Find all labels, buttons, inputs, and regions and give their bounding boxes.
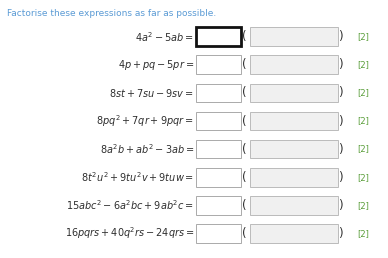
- Text: (: (: [242, 199, 247, 212]
- Text: ): ): [338, 227, 342, 240]
- Bar: [196, 27, 241, 46]
- Text: Factorise these expressions as far as possible.: Factorise these expressions as far as po…: [7, 9, 216, 18]
- Bar: [196, 55, 241, 74]
- Text: (: (: [242, 171, 247, 184]
- Text: ): ): [338, 115, 342, 127]
- Text: [2]: [2]: [357, 201, 369, 210]
- Text: [2]: [2]: [357, 117, 369, 125]
- Text: $4p + pq - 5pr =$: $4p + pq - 5pr =$: [118, 58, 194, 72]
- Text: (: (: [242, 143, 247, 156]
- Text: $8t^2u^2 + 9tu^2v + 9tuw =$: $8t^2u^2 + 9tu^2v + 9tuw =$: [81, 170, 194, 184]
- Text: (: (: [242, 115, 247, 127]
- Text: [2]: [2]: [357, 32, 369, 41]
- Text: [2]: [2]: [357, 88, 369, 97]
- Text: ): ): [338, 86, 342, 99]
- Bar: [196, 168, 241, 187]
- Bar: [196, 84, 241, 102]
- Bar: [250, 55, 338, 74]
- Bar: [250, 196, 338, 215]
- Text: [2]: [2]: [357, 229, 369, 238]
- Text: (: (: [242, 58, 247, 71]
- Text: ): ): [338, 199, 342, 212]
- Bar: [250, 84, 338, 102]
- Text: $8pq^2 + 7qr + 9pqr =$: $8pq^2 + 7qr + 9pqr =$: [96, 113, 194, 129]
- Bar: [250, 27, 338, 46]
- Bar: [250, 168, 338, 187]
- Text: $16pqrs + 40q^2rs - 24qrs =$: $16pqrs + 40q^2rs - 24qrs =$: [65, 225, 194, 241]
- Text: (: (: [242, 227, 247, 240]
- Text: $8a^2b + ab^2 - 3ab =$: $8a^2b + ab^2 - 3ab =$: [100, 142, 194, 156]
- Bar: [196, 140, 241, 158]
- Bar: [196, 112, 241, 130]
- Bar: [250, 224, 338, 243]
- Text: ): ): [338, 171, 342, 184]
- Text: [2]: [2]: [357, 173, 369, 182]
- Bar: [250, 112, 338, 130]
- Text: (: (: [242, 86, 247, 99]
- Text: [2]: [2]: [357, 145, 369, 154]
- Text: $4a^2 - 5ab =$: $4a^2 - 5ab =$: [135, 30, 194, 44]
- Text: [2]: [2]: [357, 60, 369, 69]
- Text: ): ): [338, 143, 342, 156]
- Bar: [196, 224, 241, 243]
- Text: $15abc^2 - 6a^2bc + 9ab^2c =$: $15abc^2 - 6a^2bc + 9ab^2c =$: [66, 198, 194, 212]
- Bar: [250, 140, 338, 158]
- Text: (: (: [242, 30, 247, 43]
- Text: ): ): [338, 58, 342, 71]
- Bar: [196, 196, 241, 215]
- Text: $8st + 7su - 9sv =$: $8st + 7su - 9sv =$: [109, 87, 194, 99]
- Text: ): ): [338, 30, 342, 43]
